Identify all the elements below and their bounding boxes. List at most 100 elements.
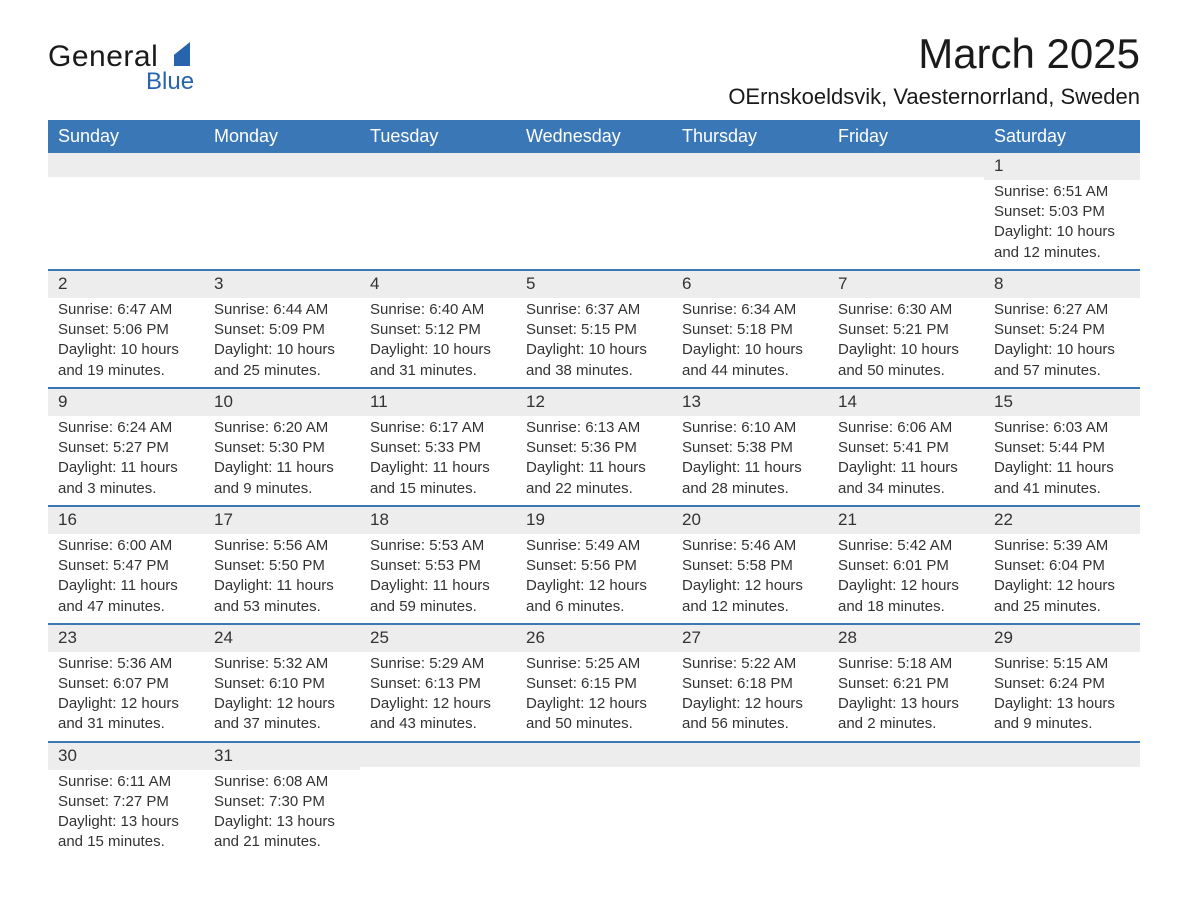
week-daynum-row: 2345678 <box>48 270 1140 298</box>
sunrise-line: Sunrise: 6:24 AM <box>58 418 194 438</box>
day-cell-top: 23 <box>48 624 204 652</box>
daylight-line: Daylight: 11 hours and 59 minutes. <box>370 576 506 617</box>
day-details: Sunrise: 5:18 AMSunset: 6:21 PMDaylight:… <box>828 652 984 741</box>
day-number: 17 <box>204 507 360 534</box>
day-details: Sunrise: 6:37 AMSunset: 5:15 PMDaylight:… <box>516 298 672 387</box>
day-cell-body: Sunrise: 6:11 AMSunset: 7:27 PMDaylight:… <box>48 770 204 859</box>
day-cell-body <box>828 770 984 859</box>
sunset-line: Sunset: 6:07 PM <box>58 674 194 694</box>
day-cell-top: 31 <box>204 742 360 770</box>
sunrise-line: Sunrise: 6:51 AM <box>994 182 1130 202</box>
day-number <box>984 743 1140 767</box>
day-details <box>360 180 516 188</box>
daylight-line: Daylight: 11 hours and 3 minutes. <box>58 458 194 499</box>
day-details: Sunrise: 6:30 AMSunset: 5:21 PMDaylight:… <box>828 298 984 387</box>
title-block: March 2025 OErnskoeldsvik, Vaesternorrla… <box>728 30 1140 110</box>
day-details: Sunrise: 5:53 AMSunset: 5:53 PMDaylight:… <box>360 534 516 623</box>
day-cell-top <box>48 153 204 180</box>
daylight-line: Daylight: 11 hours and 22 minutes. <box>526 458 662 499</box>
sunrise-line: Sunrise: 6:13 AM <box>526 418 662 438</box>
day-cell-body: Sunrise: 6:08 AMSunset: 7:30 PMDaylight:… <box>204 770 360 859</box>
day-number: 4 <box>360 271 516 298</box>
day-number: 12 <box>516 389 672 416</box>
day-number: 10 <box>204 389 360 416</box>
daylight-line: Daylight: 11 hours and 53 minutes. <box>214 576 350 617</box>
sunset-line: Sunset: 5:38 PM <box>682 438 818 458</box>
sunset-line: Sunset: 5:41 PM <box>838 438 974 458</box>
day-number <box>204 153 360 177</box>
day-cell-body <box>672 180 828 270</box>
day-cell-body: Sunrise: 6:47 AMSunset: 5:06 PMDaylight:… <box>48 298 204 388</box>
day-cell-top: 29 <box>984 624 1140 652</box>
sunset-line: Sunset: 5:12 PM <box>370 320 506 340</box>
sunset-line: Sunset: 5:33 PM <box>370 438 506 458</box>
daylight-line: Daylight: 12 hours and 18 minutes. <box>838 576 974 617</box>
day-cell-body: Sunrise: 6:37 AMSunset: 5:15 PMDaylight:… <box>516 298 672 388</box>
weekday-header: Wednesday <box>516 120 672 153</box>
day-details: Sunrise: 6:08 AMSunset: 7:30 PMDaylight:… <box>204 770 360 859</box>
day-details <box>828 770 984 778</box>
daylight-line: Daylight: 12 hours and 12 minutes. <box>682 576 818 617</box>
day-number: 19 <box>516 507 672 534</box>
day-cell-top <box>516 742 672 770</box>
day-number <box>672 153 828 177</box>
day-number: 3 <box>204 271 360 298</box>
day-cell-body: Sunrise: 6:13 AMSunset: 5:36 PMDaylight:… <box>516 416 672 506</box>
day-details <box>48 180 204 188</box>
day-cell-body <box>360 180 516 270</box>
day-cell-body: Sunrise: 6:34 AMSunset: 5:18 PMDaylight:… <box>672 298 828 388</box>
day-details: Sunrise: 5:32 AMSunset: 6:10 PMDaylight:… <box>204 652 360 741</box>
location-subtitle: OErnskoeldsvik, Vaesternorrland, Sweden <box>728 84 1140 110</box>
day-details: Sunrise: 6:51 AMSunset: 5:03 PMDaylight:… <box>984 180 1140 269</box>
day-number: 13 <box>672 389 828 416</box>
daylight-line: Daylight: 10 hours and 12 minutes. <box>994 222 1130 263</box>
weekday-header: Friday <box>828 120 984 153</box>
day-details: Sunrise: 6:06 AMSunset: 5:41 PMDaylight:… <box>828 416 984 505</box>
sunrise-line: Sunrise: 6:27 AM <box>994 300 1130 320</box>
day-details: Sunrise: 6:13 AMSunset: 5:36 PMDaylight:… <box>516 416 672 505</box>
day-cell-top: 1 <box>984 153 1140 180</box>
day-cell-top <box>360 742 516 770</box>
day-number: 27 <box>672 625 828 652</box>
day-cell-top: 25 <box>360 624 516 652</box>
sunset-line: Sunset: 6:15 PM <box>526 674 662 694</box>
sunrise-line: Sunrise: 5:56 AM <box>214 536 350 556</box>
sunrise-line: Sunrise: 5:25 AM <box>526 654 662 674</box>
day-number <box>516 153 672 177</box>
day-number: 29 <box>984 625 1140 652</box>
day-cell-body <box>828 180 984 270</box>
day-cell-body: Sunrise: 5:36 AMSunset: 6:07 PMDaylight:… <box>48 652 204 742</box>
day-cell-body: Sunrise: 5:49 AMSunset: 5:56 PMDaylight:… <box>516 534 672 624</box>
daylight-line: Daylight: 12 hours and 43 minutes. <box>370 694 506 735</box>
sunrise-line: Sunrise: 5:49 AM <box>526 536 662 556</box>
week-daynum-row: 23242526272829 <box>48 624 1140 652</box>
day-cell-body: Sunrise: 5:25 AMSunset: 6:15 PMDaylight:… <box>516 652 672 742</box>
daylight-line: Daylight: 11 hours and 34 minutes. <box>838 458 974 499</box>
daylight-line: Daylight: 12 hours and 56 minutes. <box>682 694 818 735</box>
daylight-line: Daylight: 13 hours and 21 minutes. <box>214 812 350 853</box>
sunrise-line: Sunrise: 5:36 AM <box>58 654 194 674</box>
day-cell-top: 12 <box>516 388 672 416</box>
day-number: 16 <box>48 507 204 534</box>
day-details: Sunrise: 5:25 AMSunset: 6:15 PMDaylight:… <box>516 652 672 741</box>
sunset-line: Sunset: 6:24 PM <box>994 674 1130 694</box>
day-cell-top <box>672 742 828 770</box>
sunrise-line: Sunrise: 5:39 AM <box>994 536 1130 556</box>
day-number: 15 <box>984 389 1140 416</box>
day-number: 11 <box>360 389 516 416</box>
daylight-line: Daylight: 12 hours and 50 minutes. <box>526 694 662 735</box>
daylight-line: Daylight: 10 hours and 44 minutes. <box>682 340 818 381</box>
day-cell-top: 15 <box>984 388 1140 416</box>
day-details: Sunrise: 6:10 AMSunset: 5:38 PMDaylight:… <box>672 416 828 505</box>
day-cell-top: 19 <box>516 506 672 534</box>
sunrise-line: Sunrise: 6:06 AM <box>838 418 974 438</box>
day-cell-top: 7 <box>828 270 984 298</box>
day-cell-body: Sunrise: 6:17 AMSunset: 5:33 PMDaylight:… <box>360 416 516 506</box>
daylight-line: Daylight: 10 hours and 57 minutes. <box>994 340 1130 381</box>
day-number: 30 <box>48 743 204 770</box>
sunset-line: Sunset: 5:21 PM <box>838 320 974 340</box>
day-cell-body <box>360 770 516 859</box>
sunrise-line: Sunrise: 6:40 AM <box>370 300 506 320</box>
sunrise-line: Sunrise: 6:17 AM <box>370 418 506 438</box>
daylight-line: Daylight: 12 hours and 6 minutes. <box>526 576 662 617</box>
